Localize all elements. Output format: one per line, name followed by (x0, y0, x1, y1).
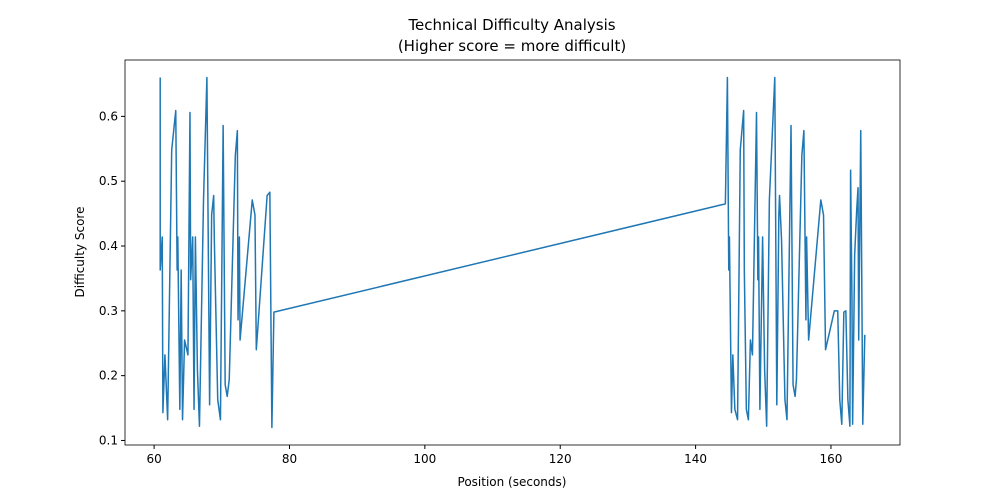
x-tick-label: 60 (146, 452, 161, 466)
x-tick-label: 140 (684, 452, 707, 466)
x-tick-label: 80 (282, 452, 297, 466)
x-tick-label: 100 (413, 452, 436, 466)
y-tick-label: 0.5 (99, 174, 118, 188)
x-tick-label: 160 (820, 452, 843, 466)
data-line (159, 76, 866, 429)
chart-title: Technical Difficulty Analysis (407, 16, 615, 34)
y-tick-label: 0.3 (99, 304, 118, 318)
plot-frame (124, 59, 901, 446)
y-tick-label: 0.6 (99, 109, 118, 123)
x-tick-label: 120 (549, 452, 572, 466)
x-axis-label: Position (seconds) (458, 475, 567, 489)
y-tick-label: 0.2 (99, 369, 118, 383)
y-tick-label: 0.1 (99, 433, 118, 447)
y-axis-label: Difficulty Score (73, 207, 87, 298)
chart-subtitle: (Higher score = more difficult) (398, 37, 626, 55)
y-tick-label: 0.4 (99, 239, 118, 253)
